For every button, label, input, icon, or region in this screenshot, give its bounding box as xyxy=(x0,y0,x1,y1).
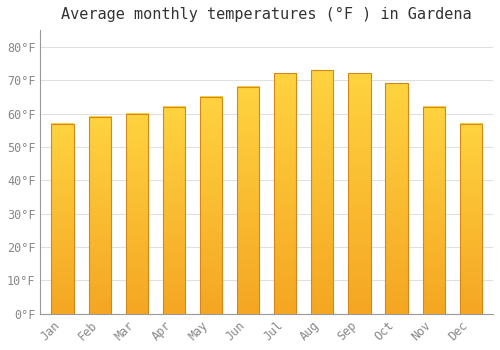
Bar xyxy=(200,97,222,314)
Bar xyxy=(237,87,260,314)
Bar xyxy=(460,124,482,314)
Title: Average monthly temperatures (°F ) in Gardena: Average monthly temperatures (°F ) in Ga… xyxy=(62,7,472,22)
Bar xyxy=(52,124,74,314)
Bar xyxy=(126,113,148,314)
Bar xyxy=(311,70,334,314)
Bar xyxy=(422,107,445,314)
Bar xyxy=(386,84,407,314)
Bar xyxy=(88,117,111,314)
Bar xyxy=(348,74,370,314)
Bar xyxy=(163,107,185,314)
Bar xyxy=(274,74,296,314)
